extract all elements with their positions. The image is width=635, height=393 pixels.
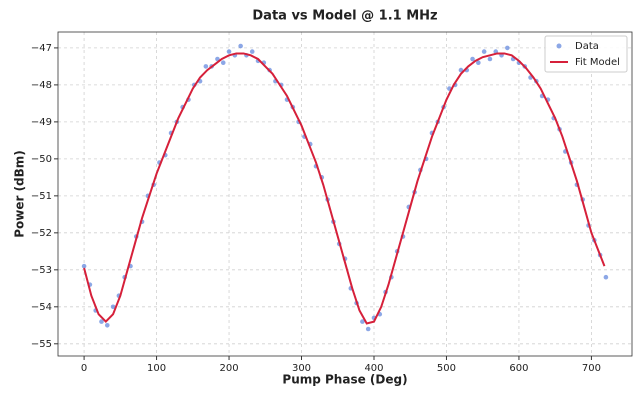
legend-label: Fit Model [575,57,620,68]
y-tick-label: −47 [31,43,52,54]
x-tick-label: 600 [509,363,528,374]
y-tick-label: −51 [31,191,52,202]
y-tick-label: −55 [31,339,52,350]
x-axis-label: Pump Phase (Deg) [282,373,407,387]
x-tick-label: 200 [219,363,238,374]
x-tick-label: 400 [364,363,383,374]
data-point [99,319,104,324]
x-tick-label: 100 [147,363,166,374]
x-tick-label: 700 [582,363,601,374]
data-point [476,60,481,65]
data-point [360,319,365,324]
data-point [505,45,510,51]
y-tick-label: −48 [31,80,52,91]
y-axis-label: Power (dBm) [13,150,27,238]
x-tick-label: 300 [292,363,311,374]
data-point [481,49,487,54]
chart-title: Data vs Model @ 1.1 MHz [252,9,437,24]
data-point [215,56,220,62]
data-point [365,326,371,332]
x-tick-label: 500 [437,363,456,374]
plot-frame [57,31,633,357]
data-point [104,323,110,328]
data-point [249,49,255,54]
x-tick-label: 0 [81,363,87,374]
y-tick-label: −50 [31,154,52,165]
legend-marker [556,43,562,49]
y-tick-label: −54 [31,302,52,313]
y-tick-label: −53 [31,265,52,276]
data-point [220,60,226,65]
data-point [470,56,475,62]
data-point [487,56,493,62]
data-point [238,43,243,49]
data-point [110,304,116,310]
data-point [203,64,209,69]
y-tick-label: −52 [31,228,52,239]
legend-label: Data [575,41,599,52]
data-point [603,274,609,280]
data-point [81,263,87,269]
y-tick-label: −49 [31,117,52,128]
fit-line [83,52,606,325]
data-point [226,49,232,54]
